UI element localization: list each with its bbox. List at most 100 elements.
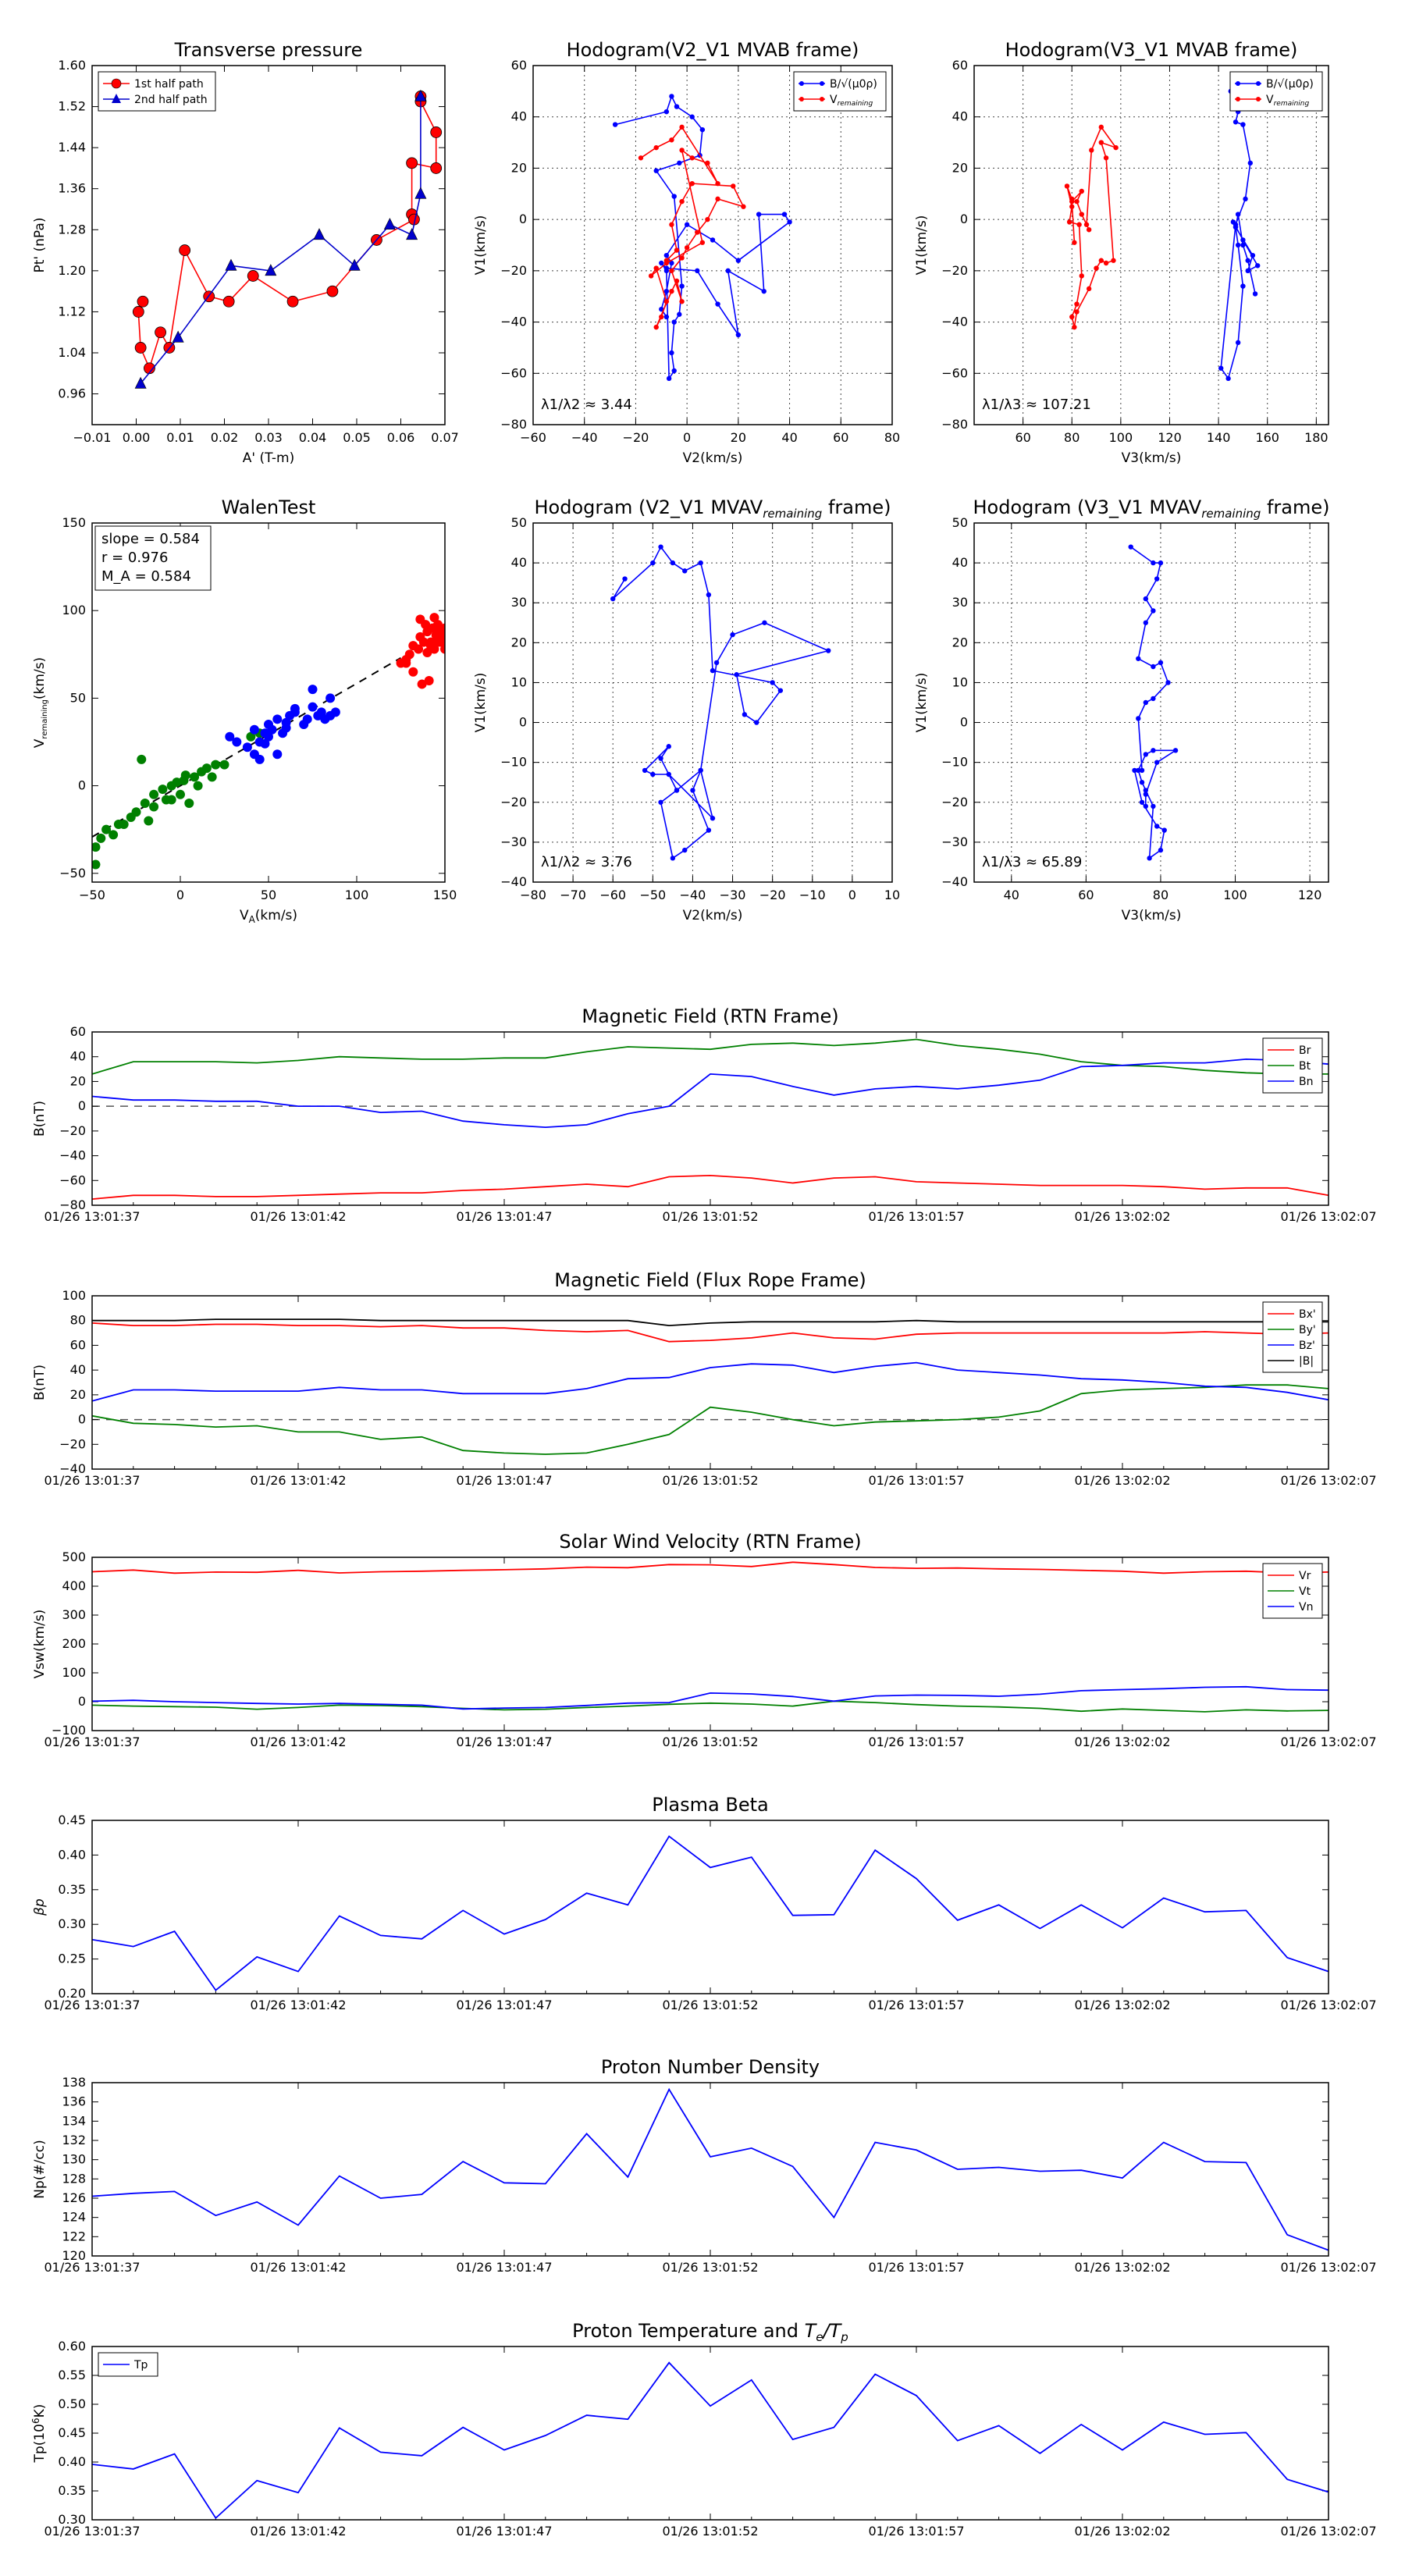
x-tick-label: 0.04 bbox=[299, 430, 327, 445]
label-rest: K) bbox=[32, 2404, 48, 2418]
x-tick-label: 0.03 bbox=[254, 430, 283, 445]
chart-hodogram-v2v1-mvav: −80 −70 −60 −50 −40 −30 −20 −10 0 10 −40 −30 −20 −10 0… bbox=[473, 496, 900, 923]
legend-marker bbox=[1256, 97, 1261, 101]
x-tick-label: 180 bbox=[1304, 430, 1329, 445]
y-tick-label: −10 bbox=[941, 755, 968, 770]
title-sub: p bbox=[840, 2330, 848, 2344]
data-point bbox=[653, 144, 659, 151]
x-tick-label: 120 bbox=[1298, 888, 1322, 902]
y-tick-label: 200 bbox=[62, 1636, 86, 1651]
data-point bbox=[658, 756, 663, 761]
y-tick-label: 0.50 bbox=[58, 2396, 86, 2411]
y-tick-label: 0 bbox=[519, 212, 527, 226]
x-tick-label: 01/26 13:01:52 bbox=[662, 2524, 758, 2539]
y-tick-label: 0.20 bbox=[58, 1986, 86, 2001]
legend-marker bbox=[820, 97, 824, 101]
plot-area bbox=[92, 1561, 1329, 1713]
data-point bbox=[1143, 803, 1149, 809]
legend-label: Vr bbox=[1299, 1570, 1311, 1582]
data-point bbox=[754, 720, 759, 725]
data-point bbox=[674, 247, 680, 253]
legend-label: 2nd half path bbox=[134, 94, 208, 106]
data-point bbox=[777, 688, 784, 693]
data-point bbox=[180, 770, 190, 781]
x-tick-label: −20 bbox=[623, 430, 649, 445]
data-point bbox=[663, 299, 670, 304]
data-point bbox=[424, 675, 434, 685]
x-tick-label: −0.01 bbox=[73, 430, 111, 445]
y-tick-label: 300 bbox=[62, 1607, 86, 1622]
x-tick-label: 100 bbox=[1109, 430, 1133, 445]
x-tick-label: 0.05 bbox=[343, 430, 371, 445]
data-point bbox=[158, 785, 168, 795]
data-point bbox=[658, 799, 663, 805]
legend-label: 1st half path bbox=[134, 78, 204, 91]
data-point bbox=[677, 311, 682, 317]
data-point bbox=[669, 350, 674, 356]
legend-label: |B| bbox=[1299, 1355, 1314, 1368]
data-point bbox=[725, 268, 731, 274]
chart-proton-number-density: 01/26 13:01:37 01/26 13:01:42 01/26 13:01:… bbox=[32, 2056, 1377, 2275]
data-point bbox=[679, 198, 685, 205]
x-tick-label: 60 bbox=[1015, 430, 1030, 445]
legend-label: Bx' bbox=[1299, 1308, 1316, 1321]
data-point-circle bbox=[137, 295, 149, 308]
data-point bbox=[432, 620, 443, 630]
x-tick-label: 01/26 13:01:37 bbox=[44, 1209, 140, 1224]
y-tick-label: 50 bbox=[511, 515, 527, 530]
data-point bbox=[308, 685, 318, 695]
data-point bbox=[610, 596, 616, 602]
data-point bbox=[1094, 265, 1099, 271]
title-end: frame) bbox=[1261, 496, 1329, 518]
data-point bbox=[679, 255, 685, 261]
y-tick-label: 30 bbox=[511, 595, 527, 610]
y-tick-label: 130 bbox=[62, 2152, 86, 2167]
legend-sub: remaining bbox=[1274, 100, 1310, 108]
legend-label: Br bbox=[1299, 1044, 1311, 1057]
plot-frame bbox=[91, 65, 446, 425]
data-point-circle bbox=[430, 126, 443, 138]
data-point bbox=[418, 637, 429, 647]
data-point bbox=[706, 827, 712, 833]
x-tick-label: 60 bbox=[833, 430, 848, 445]
chart-title: Solar Wind Velocity (RTN Frame) bbox=[559, 1531, 861, 1553]
legend-marker bbox=[799, 81, 804, 86]
annotation-box bbox=[94, 525, 212, 591]
y-tick-label: 60 bbox=[70, 1337, 86, 1352]
data-point bbox=[669, 268, 674, 274]
x-tick-label: 0.07 bbox=[431, 430, 459, 445]
data-point bbox=[225, 731, 235, 742]
data-point bbox=[1072, 240, 1077, 245]
y-tick-label: −20 bbox=[59, 1123, 86, 1138]
x-tick-label: 60 bbox=[1078, 888, 1094, 902]
y-tick-label: −30 bbox=[500, 834, 527, 849]
chart-walen-test: −50 0 50 100 150−50050100150WalenTestVA(km/s… bbox=[32, 496, 457, 925]
x-tick-label: 80 bbox=[1064, 430, 1080, 445]
y-tick-label: 0 bbox=[78, 778, 86, 793]
y-tick-label: 0 bbox=[78, 1412, 86, 1427]
data-point bbox=[648, 273, 654, 279]
x-tick-label: 0.01 bbox=[166, 430, 194, 445]
y-tick-label: −80 bbox=[59, 1197, 86, 1212]
data-point bbox=[735, 258, 742, 263]
legend-box bbox=[793, 71, 887, 112]
y-tick-label: 1.20 bbox=[58, 263, 86, 278]
plot-frame bbox=[91, 2082, 1329, 2257]
legend-label: Vt bbox=[1299, 1585, 1311, 1598]
x-tick-label: 01/26 13:02:07 bbox=[1280, 1473, 1376, 1488]
data-point bbox=[679, 148, 685, 153]
x-tick-label: 150 bbox=[433, 888, 457, 902]
y-tick-label: −20 bbox=[500, 263, 527, 278]
chart-plasma-beta: 01/26 13:01:37 01/26 13:01:42 01/26 13:01:… bbox=[32, 1794, 1377, 2012]
data-point bbox=[1143, 620, 1149, 625]
data-point bbox=[710, 237, 716, 243]
x-tick-label: 01/26 13:01:52 bbox=[662, 1473, 758, 1488]
data-point bbox=[787, 219, 792, 225]
data-point bbox=[1143, 792, 1149, 797]
x-tick-label: 01/26 13:02:07 bbox=[1280, 1209, 1376, 1224]
x-tick-label: 01/26 13:01:47 bbox=[456, 1735, 552, 1749]
y-axis-label: B(nT) bbox=[32, 1364, 48, 1400]
plot-frame bbox=[532, 522, 893, 883]
data-point bbox=[1103, 155, 1109, 161]
